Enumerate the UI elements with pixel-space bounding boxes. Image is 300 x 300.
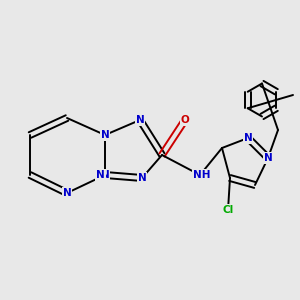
Text: N: N (244, 133, 252, 143)
Text: N: N (100, 170, 109, 180)
Text: N: N (264, 153, 272, 163)
Text: N: N (100, 130, 109, 140)
Text: N: N (96, 170, 105, 180)
Text: Cl: Cl (222, 205, 234, 215)
Text: NH: NH (193, 170, 210, 180)
Text: O: O (181, 115, 189, 125)
Text: N: N (63, 188, 71, 198)
Text: N: N (138, 173, 146, 183)
Text: N: N (136, 115, 144, 125)
Text: N: N (100, 130, 109, 140)
